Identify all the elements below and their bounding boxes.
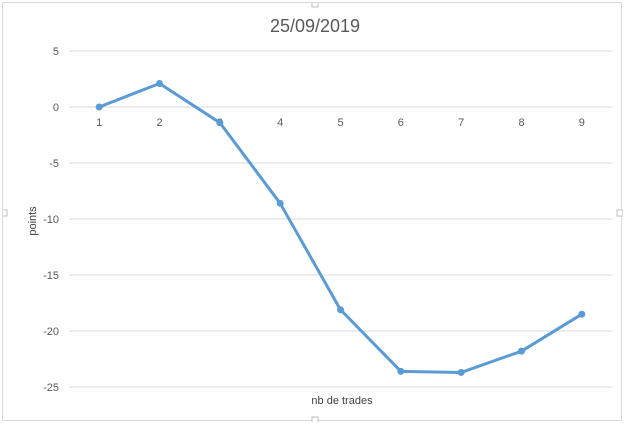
x-tick-label: 8: [518, 117, 524, 129]
y-tick-label: -20: [43, 326, 59, 338]
y-tick-label: -5: [49, 158, 59, 170]
resize-handle[interactable]: [311, 416, 319, 422]
data-point[interactable]: [156, 79, 163, 87]
y-tick-label: -10: [43, 214, 59, 226]
x-tick-label: 2: [156, 117, 162, 129]
line-chart: 25/09/2019 50-5-10-15-20-25 123456789 po…: [3, 3, 623, 422]
series-layer: [95, 79, 586, 376]
x-axis-ticks: 123456789: [96, 117, 585, 129]
resize-handle[interactable]: [616, 209, 623, 217]
data-point[interactable]: [457, 368, 465, 376]
x-tick-label: 5: [337, 117, 343, 129]
chart-title: 25/09/2019: [270, 16, 360, 36]
resize-handle[interactable]: [3, 209, 8, 217]
x-tick-label: 4: [277, 117, 283, 129]
data-point[interactable]: [337, 306, 344, 314]
data-point[interactable]: [95, 103, 103, 111]
x-tick-label: 7: [458, 117, 464, 129]
y-axis-label: points: [27, 206, 39, 236]
resize-handle[interactable]: [311, 3, 319, 8]
x-tick-label: 6: [398, 117, 404, 129]
data-point[interactable]: [578, 310, 586, 318]
chart-area[interactable]: 25/09/2019 50-5-10-15-20-25 123456789 po…: [2, 2, 623, 422]
data-point[interactable]: [518, 347, 525, 355]
y-tick-label: -15: [43, 270, 59, 282]
gridlines: [69, 50, 612, 388]
data-point[interactable]: [276, 199, 284, 207]
data-point[interactable]: [216, 119, 224, 127]
y-tick-label: 0: [53, 102, 59, 114]
data-point[interactable]: [397, 367, 405, 375]
selection-handles[interactable]: [3, 3, 623, 422]
y-axis-ticks: 5 0 -5 -10 -15 -20 -25: [43, 46, 59, 394]
x-tick-label: 1: [96, 117, 102, 129]
y-tick-label: -25: [43, 382, 59, 394]
x-axis-label: nb de trades: [311, 395, 373, 407]
y-tick-label: 5: [53, 46, 59, 58]
x-tick-label: 9: [579, 117, 585, 129]
